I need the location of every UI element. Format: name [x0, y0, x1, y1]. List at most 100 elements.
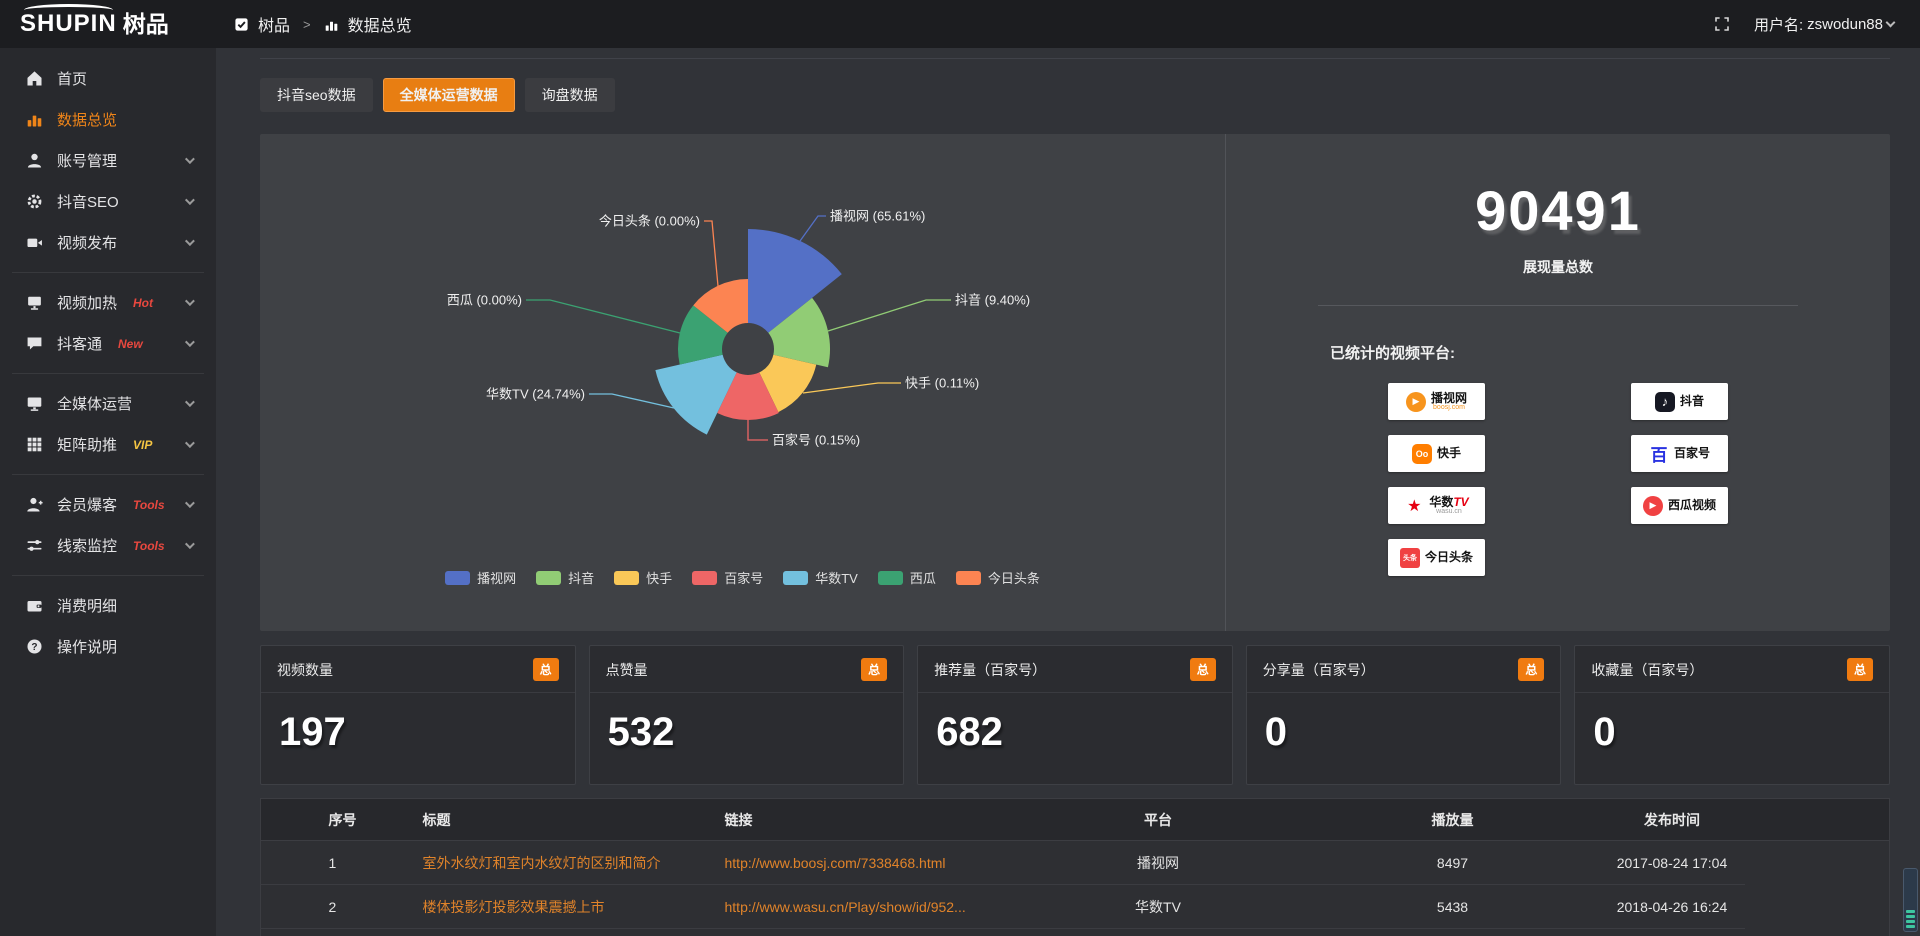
pie-svg[interactable]: 播视网 (65.61%) 抖音 (9.40%) 快手 (0.11%) 百家号 (0.1…	[260, 134, 1225, 631]
sidebar-item-douketong[interactable]: 抖客通 New	[0, 323, 216, 364]
sidebar-item-member-burst[interactable]: 会员爆客 Tools	[0, 484, 216, 525]
sidebar-item-account[interactable]: 账号管理	[0, 140, 216, 181]
stat-card-1: 点赞量 总 532	[588, 645, 905, 785]
pie-label-line	[747, 420, 768, 441]
stat-card-2: 推荐量（百家号） 总 682	[917, 645, 1233, 785]
cell-no: 2	[318, 884, 413, 929]
sidebar-item-label: 矩阵助推	[57, 437, 118, 454]
total-badge[interactable]: 总	[861, 658, 888, 681]
tab-media-ops-data[interactable]: 全媒体运营数据	[382, 78, 515, 112]
pie-slice-今日头条[interactable]	[693, 279, 748, 333]
table-row: 2 楼体投影灯投影效果震撼上市 http://www.wasu.cn/Play/sh…	[260, 884, 1890, 929]
video-title-link[interactable]: 室外水纹灯和室内水纹灯的区别和简介	[422, 854, 661, 871]
toutiao-icon: 头条	[1399, 547, 1420, 568]
stat-card-value: 532	[607, 710, 675, 754]
floating-side-widget[interactable]	[1903, 868, 1918, 932]
sidebar-item-video-heat[interactable]: 视频加热 Hot	[0, 282, 216, 323]
sidebar-item-leads-monitor[interactable]: 线索监控 Tools	[0, 525, 216, 566]
column-header: 发布时间	[1599, 798, 1745, 841]
help-icon: ?	[26, 638, 43, 655]
data-tabs: 抖音seo数据 全媒体运营数据 询盘数据	[260, 78, 1890, 112]
cell-time: 2018-04-26 16:24	[1599, 884, 1745, 929]
platforms-title: 已统计的视频平台:	[1330, 345, 1455, 362]
stat-card-4: 收藏量（百家号） 总 0	[1574, 645, 1890, 785]
user-menu[interactable]: 用户名: zswodun88	[1753, 14, 1896, 35]
legend-item-百家号[interactable]: 百家号	[692, 568, 763, 587]
legend-item-快手[interactable]: 快手	[614, 568, 672, 587]
pie-slice-快手[interactable]	[759, 354, 817, 413]
home-icon	[26, 70, 43, 87]
pie-slice-西瓜[interactable]	[678, 305, 728, 365]
sidebar-nav: 首页 数据总览 账号管理 抖音SEO 视频发布视频加热 Hot 抖客通 New 全媒体运营矩阵助…	[0, 58, 216, 667]
app-logo[interactable]: SHUPIN 树品	[0, 4, 216, 36]
pie-slice-华数TV[interactable]	[655, 354, 737, 435]
legend-swatch	[877, 570, 903, 585]
topbar: SHUPIN 树品 树品 > 数据总览 用户名: zswodun88	[0, 0, 1920, 48]
cell-plays: 8497	[1305, 840, 1600, 885]
total-badge[interactable]: 总	[1518, 658, 1545, 681]
tab-douyin-seo-data[interactable]: 抖音seo数据	[260, 78, 373, 112]
legend-item-抖音[interactable]: 抖音	[536, 568, 594, 587]
sidebar-item-label: 线索监控	[57, 538, 118, 555]
chevron-down-icon	[184, 539, 195, 550]
sidebar-item-help[interactable]: ? 操作说明	[0, 626, 216, 667]
platform-sub: boosj.com	[1433, 404, 1465, 412]
table-row: 1 室外水纹灯和室内水纹灯的区别和简介 http://www.boosj.com/7…	[260, 840, 1890, 885]
legend-label: 今日头条	[987, 571, 1040, 586]
stat-card-3: 分享量（百家号） 总 0	[1245, 645, 1562, 785]
breadcrumb-root[interactable]: 树品	[258, 18, 291, 35]
tab-inquiry-data[interactable]: 询盘数据	[524, 78, 615, 112]
kuaishou-icon: Oo	[1411, 443, 1432, 464]
widget-bar	[1906, 920, 1915, 923]
legend-item-播视网[interactable]: 播视网	[445, 568, 516, 587]
stat-card-title: 视频数量	[277, 661, 333, 678]
legend-swatch	[445, 570, 471, 585]
platform-badge-西瓜视频: ▶ 西瓜视频	[1631, 487, 1728, 524]
total-badge[interactable]: 总	[1846, 658, 1873, 681]
username-label: 用户名:	[1753, 16, 1804, 34]
heat-icon	[26, 294, 43, 311]
rose-pie-chart[interactable]: 播视网 (65.61%) 抖音 (9.40%) 快手 (0.11%) 百家号 (0.1…	[260, 134, 1225, 631]
sidebar-item-expense-detail[interactable]: 消费明细	[0, 585, 216, 626]
chevron-down-icon	[184, 154, 195, 165]
pie-slice-抖音[interactable]	[768, 297, 830, 368]
sidebar-item-data-overview[interactable]: 数据总览	[0, 99, 216, 140]
pie-slice-播视网[interactable]	[748, 229, 842, 333]
bar-chart-icon	[324, 17, 339, 32]
total-badge[interactable]: 总	[532, 658, 559, 681]
sidebar-item-video-publish[interactable]: 视频发布	[0, 222, 216, 263]
sidebar-item-home[interactable]: 首页	[0, 58, 216, 99]
sidebar-item-badge: Tools	[133, 497, 165, 512]
pie-label: 西瓜 (0.00%)	[447, 293, 522, 308]
stat-card-value: 0	[1264, 710, 1288, 754]
video-title-link[interactable]: 楼体投影灯投影效果震撼上市	[422, 898, 605, 915]
column-header: 播放量	[1305, 798, 1600, 841]
stat-card-value: 682	[936, 710, 1003, 754]
legend-item-西瓜[interactable]: 西瓜	[877, 568, 936, 587]
table-header-row: 序号 标题 链接 平台 播放量 发布时间	[260, 798, 1890, 841]
chevron-down-icon	[184, 337, 195, 348]
breadcrumb-separator: >	[303, 16, 311, 32]
breadcrumb-current[interactable]: 数据总览	[347, 18, 412, 35]
total-impressions-label: 展现量总数	[1523, 259, 1593, 275]
video-url-link[interactable]: http://www.wasu.cn/Play/show/id/952...	[724, 898, 966, 915]
sidebar-item-matrix-boost[interactable]: 矩阵助推 VIP	[0, 424, 216, 465]
legend-item-华数TV[interactable]: 华数TV	[783, 568, 858, 587]
cell-time: 2017-08-24 17:04	[1599, 840, 1745, 885]
video-url-link[interactable]: http://www.boosj.com/7338468.html	[724, 854, 946, 871]
fullscreen-icon[interactable]	[1714, 16, 1730, 32]
grid-icon	[26, 436, 43, 453]
sidebar-item-label: 全媒体运营	[57, 396, 133, 413]
pie-slice-百家号[interactable]	[717, 372, 779, 420]
sidebar-divider	[12, 272, 204, 273]
legend-item-今日头条[interactable]: 今日头条	[955, 568, 1040, 587]
sidebar-item-label: 视频加热	[57, 295, 118, 312]
sidebar-item-badge: Hot	[133, 295, 154, 310]
total-badge[interactable]: 总	[1189, 658, 1216, 681]
summary-divider	[1318, 305, 1798, 306]
platform-name: 快手	[1436, 446, 1461, 461]
sidebar-item-media-ops[interactable]: 全媒体运营	[0, 383, 216, 424]
sidebar-item-douyin-seo[interactable]: 抖音SEO	[0, 181, 216, 222]
legend-swatch	[536, 570, 562, 585]
svg-text:?: ?	[31, 642, 37, 653]
